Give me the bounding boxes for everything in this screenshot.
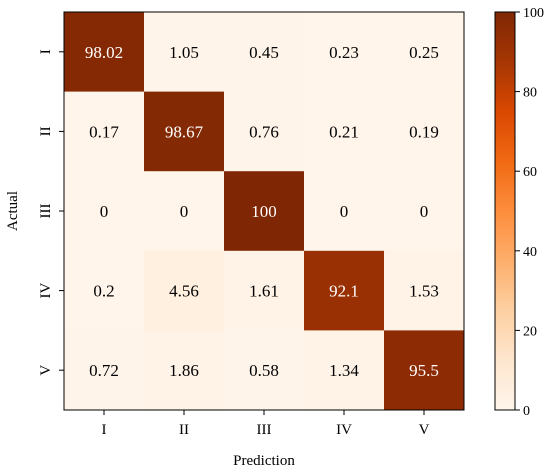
- heatmap-cell: [304, 12, 385, 93]
- heatmap-cell: [304, 250, 385, 331]
- cell-value-label: 0: [180, 202, 189, 221]
- cell-value-label: 4.56: [169, 282, 199, 301]
- cell-value-label: 98.67: [165, 122, 204, 141]
- heatmap-cell: [64, 250, 145, 331]
- heatmap-cell: [224, 12, 305, 93]
- cell-value-label: 1.61: [249, 282, 279, 301]
- cell-value-label: 1.53: [409, 282, 439, 301]
- cell-value-label: 0.19: [409, 122, 439, 141]
- cell-value-label: 0.17: [89, 122, 119, 141]
- cell-value-label: 0.25: [409, 43, 439, 62]
- colorbar: [494, 11, 516, 411]
- x-axis-ticks: I II III IV V: [102, 410, 430, 438]
- colorbar-tick-label: 40: [523, 245, 537, 260]
- heatmap-cell: [64, 91, 145, 172]
- heatmap-cell: [144, 91, 225, 172]
- colorbar-tick-label: 60: [523, 165, 537, 180]
- x-tick-label: V: [419, 422, 430, 438]
- y-tick-label: V: [38, 365, 54, 376]
- y-tick-label: I: [38, 49, 54, 54]
- cell-value-label: 95.5: [409, 361, 439, 380]
- colorbar-ticks: 0 20 40 60 80 100: [515, 6, 544, 419]
- cell-value-label: 0.23: [329, 43, 359, 62]
- heatmap-cell: [144, 250, 225, 331]
- heatmap-cell-labels: 98.02 1.05 0.45 0.23 0.25 0.17 98.67 0.76 0.21 0.…: [85, 43, 439, 380]
- heatmap-cell: [224, 250, 305, 331]
- cell-value-label: 0.58: [249, 361, 279, 380]
- heatmap-cell: [384, 330, 465, 411]
- colorbar-tick-label: 20: [523, 324, 537, 339]
- heatmap-cell: [224, 330, 305, 411]
- cell-value-label: 92.1: [329, 282, 359, 301]
- cell-value-label: 0.2: [93, 282, 114, 301]
- x-tick-label: IV: [336, 422, 352, 438]
- heatmap-cell: [144, 171, 225, 252]
- heatmap-cell: [64, 171, 145, 252]
- heatmap-cell: [64, 12, 145, 93]
- heatmap-cell: [224, 91, 305, 172]
- heatmap-cell: [384, 12, 465, 93]
- heatmap-cells: [64, 12, 465, 411]
- y-tick-label: III: [38, 204, 54, 219]
- cell-value-label: 0.21: [329, 122, 359, 141]
- cell-value-label: 0: [340, 202, 349, 221]
- cell-value-label: 1.86: [169, 361, 199, 380]
- cell-value-label: 0: [100, 202, 109, 221]
- heatmap-cell: [224, 171, 305, 252]
- y-axis-label: Actual: [5, 191, 21, 231]
- cell-value-label: 0.72: [89, 361, 119, 380]
- heatmap-cell: [304, 330, 385, 411]
- cell-value-label: 1.34: [329, 361, 359, 380]
- x-axis-label: Prediction: [233, 453, 295, 469]
- cell-value-label: 0: [420, 202, 429, 221]
- heatmap-cell: [144, 330, 225, 411]
- x-tick-label: III: [257, 422, 272, 438]
- heatmap-cell: [384, 250, 465, 331]
- colorbar-tick-label: 80: [523, 86, 537, 101]
- cell-value-label: 1.05: [169, 43, 199, 62]
- y-tick-label: IV: [38, 283, 54, 299]
- cell-value-label: 100: [251, 202, 277, 221]
- heatmap-cell: [304, 91, 385, 172]
- cell-value-label: 0.45: [249, 43, 279, 62]
- heatmap-cell: [304, 171, 385, 252]
- heatmap-cell: [64, 330, 145, 411]
- x-tick-label: I: [102, 422, 107, 438]
- heatmap-cell: [144, 12, 225, 93]
- colorbar-tick-label: 100: [523, 6, 544, 21]
- heatmap-cell: [384, 91, 465, 172]
- heatmap-cell: [384, 171, 465, 252]
- colorbar-tick-label: 0: [523, 404, 530, 419]
- cell-value-label: 98.02: [85, 43, 123, 62]
- cell-value-label: 0.76: [249, 122, 279, 141]
- y-tick-label: II: [38, 126, 54, 136]
- x-tick-label: II: [179, 422, 189, 438]
